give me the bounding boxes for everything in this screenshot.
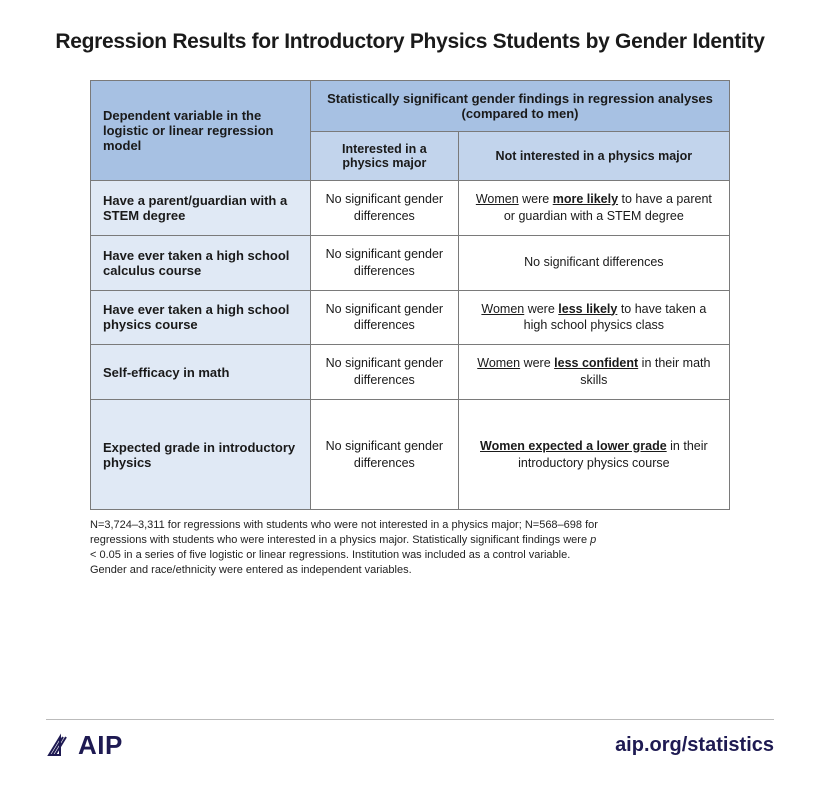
results-table: Dependent variable in the logistic or li… [90,80,730,510]
row-label: Self-efficacy in math [91,345,311,400]
cell-not-interested: No significant differences [458,235,729,290]
footer-url: aip.org/statistics [615,734,774,757]
notes-line3: < 0.05 in a series of five logistic or l… [90,549,570,561]
cell-interested: No significant gender differences [311,235,459,290]
footer: AIP aip.org/statistics [46,719,774,761]
table-row: Self-efficacy in mathNo significant gend… [91,345,730,400]
row-label: Have ever taken a high school calculus c… [91,235,311,290]
cell-not-interested: Women expected a lower grade in their in… [458,400,729,510]
header-sub-interested: Interested in a physics major [311,132,459,181]
table-body: Have a parent/guardian with a STEM degre… [91,181,730,510]
row-label: Have a parent/guardian with a STEM degre… [91,181,311,236]
notes-line1: N=3,724–3,311 for regressions with stude… [90,519,598,531]
row-label: Have ever taken a high school physics co… [91,290,311,345]
cell-interested: No significant gender differences [311,290,459,345]
page-title: Regression Results for Introductory Phys… [46,30,774,54]
cell-interested: No significant gender differences [311,181,459,236]
notes-line2a: regressions with students who were inter… [90,534,590,546]
notes-p: p [590,534,596,546]
aip-logo: AIP [46,730,123,761]
notes-line4: Gender and race/ethnicity were entered a… [90,564,412,576]
table-row: Have ever taken a high school calculus c… [91,235,730,290]
header-main: Statistically significant gender finding… [311,81,730,132]
header-sub-not-interested: Not interested in a physics major [458,132,729,181]
table-row: Expected grade in introductory physicsNo… [91,400,730,510]
cell-not-interested: Women were more likely to have a parent … [458,181,729,236]
cell-not-interested: Women were less likely to have taken a h… [458,290,729,345]
aip-logo-text: AIP [78,730,123,761]
cell-interested: No significant gender differences [311,345,459,400]
table-notes: N=3,724–3,311 for regressions with stude… [90,518,730,577]
cell-not-interested: Women were less confident in their math … [458,345,729,400]
table-row: Have a parent/guardian with a STEM degre… [91,181,730,236]
aip-logo-icon [46,733,72,759]
cell-interested: No significant gender differences [311,400,459,510]
header-rowlabel: Dependent variable in the logistic or li… [91,81,311,181]
row-label: Expected grade in introductory physics [91,400,311,510]
table-row: Have ever taken a high school physics co… [91,290,730,345]
